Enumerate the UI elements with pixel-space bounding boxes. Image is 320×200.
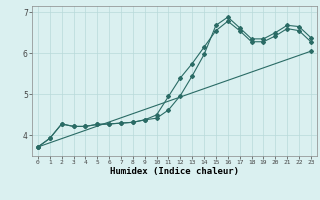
X-axis label: Humidex (Indice chaleur): Humidex (Indice chaleur) [110, 167, 239, 176]
